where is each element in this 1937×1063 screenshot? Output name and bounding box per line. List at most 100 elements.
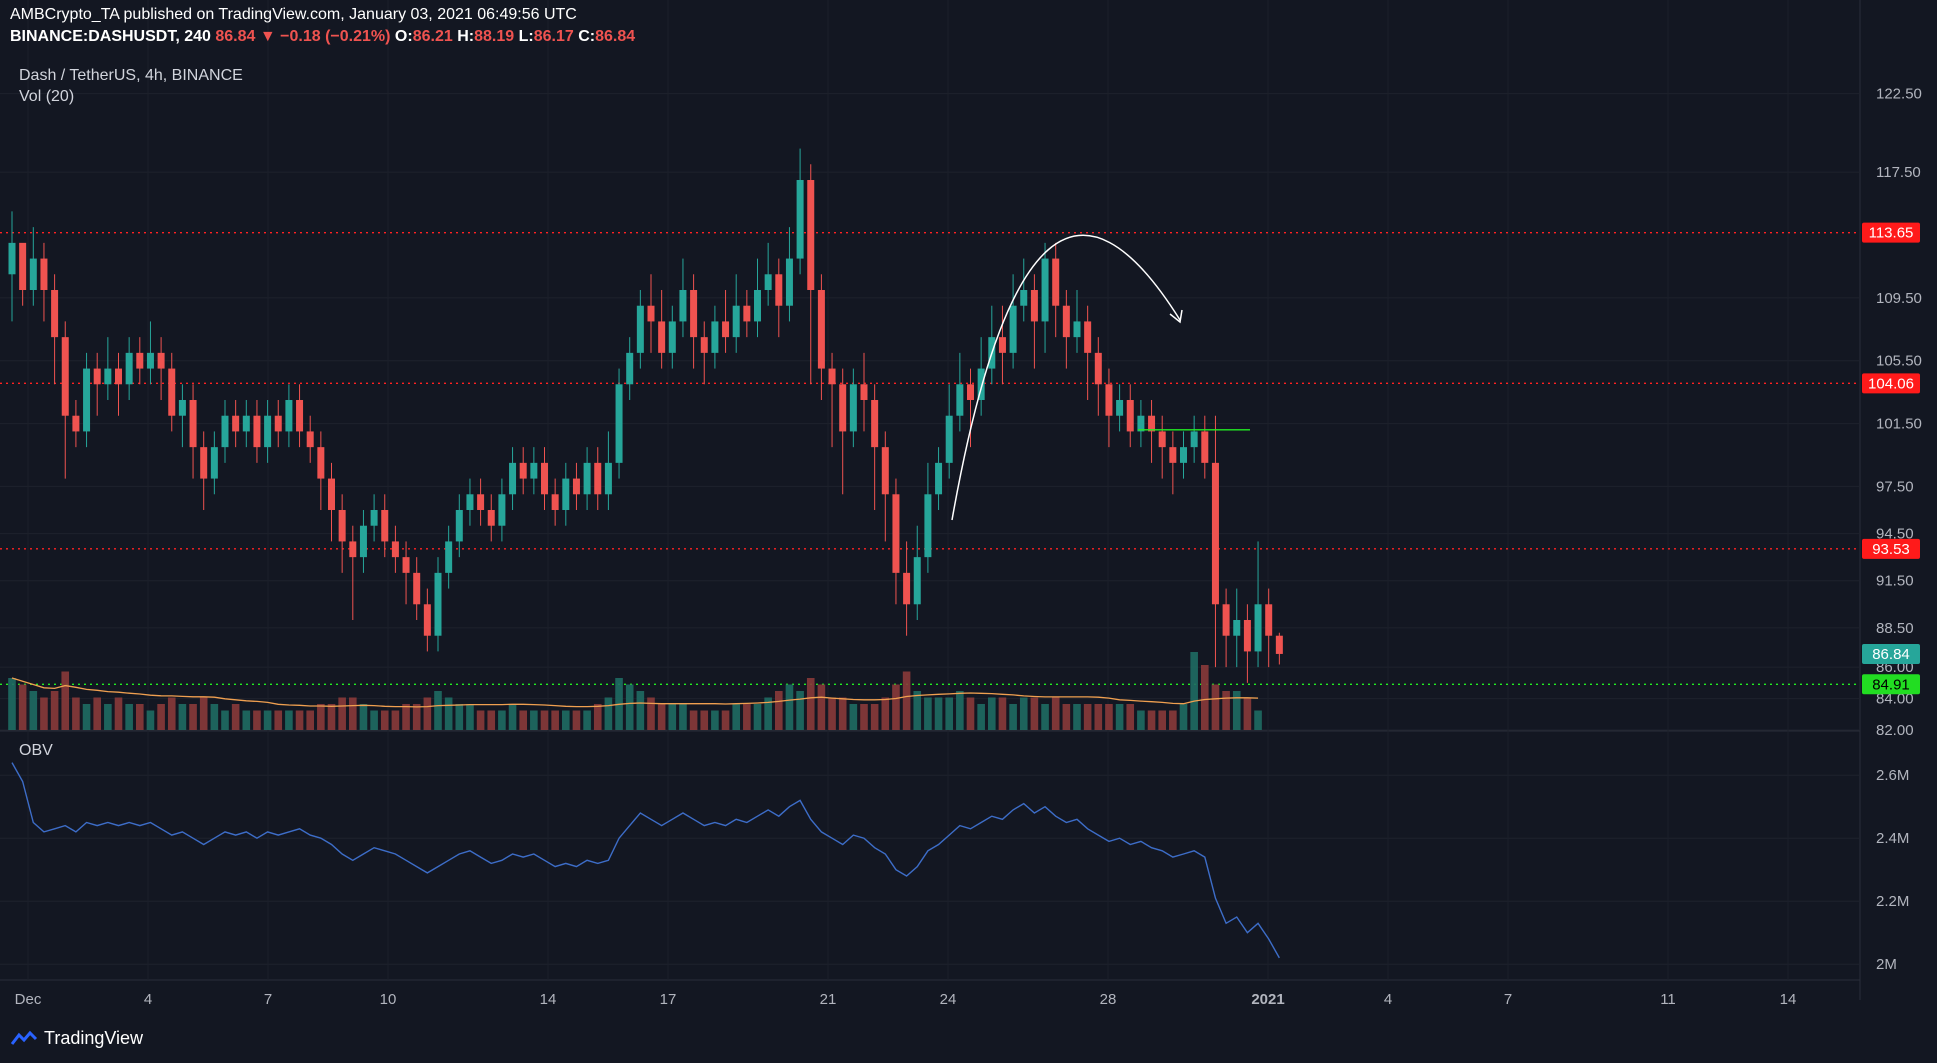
volume-bar <box>29 691 38 730</box>
candle-body <box>445 541 453 573</box>
close-value: 86.84 <box>595 28 636 45</box>
candle-body <box>998 337 1006 353</box>
candle-body <box>477 494 485 510</box>
candle-body <box>796 180 804 259</box>
obv-tick-label: 2.2M <box>1876 893 1909 910</box>
candle-body <box>370 510 378 526</box>
volume-bar <box>1201 665 1209 730</box>
candle-body <box>115 368 122 385</box>
candle-body <box>264 415 272 448</box>
volume-bar <box>1094 704 1103 730</box>
candle-body <box>1105 384 1113 416</box>
volume-bar <box>189 704 197 730</box>
volume-bar <box>1126 704 1135 730</box>
candle-body <box>413 572 421 605</box>
candle-body <box>1222 604 1230 636</box>
candle-body <box>178 400 186 416</box>
pane-title: Dash / TetherUS, 4h, BINANCE <box>19 67 243 84</box>
candle-body <box>19 242 27 290</box>
tradingview-logo[interactable]: TradingView <box>10 1028 143 1049</box>
candle-body <box>668 321 676 353</box>
candle-body <box>764 274 772 290</box>
volume-bar <box>572 710 581 730</box>
candle-body <box>8 242 16 275</box>
candle-body <box>839 384 847 432</box>
candle-body <box>754 290 761 322</box>
volume-bar <box>988 697 996 730</box>
volume-bar <box>945 697 953 730</box>
volume-bar <box>1211 684 1220 730</box>
volume-bar <box>444 697 453 730</box>
level-price-label: 113.65 <box>1869 225 1914 242</box>
volume-bar <box>1083 704 1092 730</box>
price-tick-label: 82.00 <box>1876 722 1914 739</box>
candle-body <box>402 557 410 573</box>
candle-body <box>125 352 133 385</box>
candle-body <box>61 337 69 416</box>
volume-bar <box>700 710 709 730</box>
candle-body <box>136 352 144 369</box>
volume-bar <box>434 691 442 730</box>
price-change: −0.18 (−0.21%) <box>280 28 391 45</box>
volume-bar <box>764 697 772 730</box>
candle-body <box>210 447 218 479</box>
volume-bar <box>274 710 283 730</box>
volume-bar <box>231 704 240 730</box>
volume-bar <box>604 697 613 730</box>
volume-bar <box>838 697 847 730</box>
volume-label: Vol (20) <box>19 88 75 105</box>
candle-body <box>722 321 730 338</box>
time-tick-label: 2021 <box>1251 991 1284 1008</box>
volume-bar <box>519 710 527 730</box>
time-tick-label: Dec <box>15 991 42 1008</box>
volume-bar <box>679 704 687 730</box>
price-tick-label: 97.50 <box>1876 478 1914 495</box>
volume-bar <box>1147 710 1156 730</box>
price-tick-label: 101.50 <box>1876 416 1922 433</box>
branding-text: TradingView <box>44 1028 144 1048</box>
volume-bar <box>391 710 400 730</box>
time-tick-label: 11 <box>1660 991 1676 1008</box>
candle-body <box>775 274 783 306</box>
candle-body <box>892 494 900 573</box>
volume-bar <box>359 704 368 730</box>
candle-body <box>200 447 208 479</box>
volume-bar <box>114 697 123 730</box>
candle-body <box>860 384 868 400</box>
level-price-tag <box>1862 538 1920 559</box>
candle-body <box>935 462 943 495</box>
volume-bar <box>828 697 836 730</box>
candle-body <box>583 462 591 495</box>
candle-body <box>274 415 282 432</box>
volume-bar <box>668 704 677 730</box>
volume-bar <box>785 684 794 730</box>
volume-bar <box>178 704 187 730</box>
volume-bar <box>50 691 59 730</box>
candle-body <box>104 368 112 385</box>
volume-bar <box>1030 697 1039 730</box>
candle-body <box>1030 290 1038 322</box>
candle-body <box>743 305 751 322</box>
candle-body <box>1073 321 1081 338</box>
candle-body <box>1126 400 1134 432</box>
candle-body <box>487 510 495 526</box>
volume-bar <box>732 704 740 730</box>
volume-bar <box>306 710 314 730</box>
obv-label: OBV <box>19 742 53 759</box>
volume-bar <box>1169 710 1177 730</box>
candle-body <box>83 368 91 432</box>
obv-tick-label: 2.6M <box>1876 767 1909 784</box>
candle-body <box>189 400 197 448</box>
volume-bar <box>210 704 219 730</box>
candle-body <box>349 541 357 558</box>
price-tick-label: 122.50 <box>1876 86 1922 103</box>
volume-bar <box>849 704 858 730</box>
volume-bar <box>1190 652 1198 730</box>
candle-body <box>1158 431 1166 448</box>
volume-bar <box>966 697 975 730</box>
candle-body <box>1052 258 1060 306</box>
volume-bar <box>870 704 879 730</box>
candle-body <box>285 400 293 432</box>
volume-bar <box>295 710 304 730</box>
